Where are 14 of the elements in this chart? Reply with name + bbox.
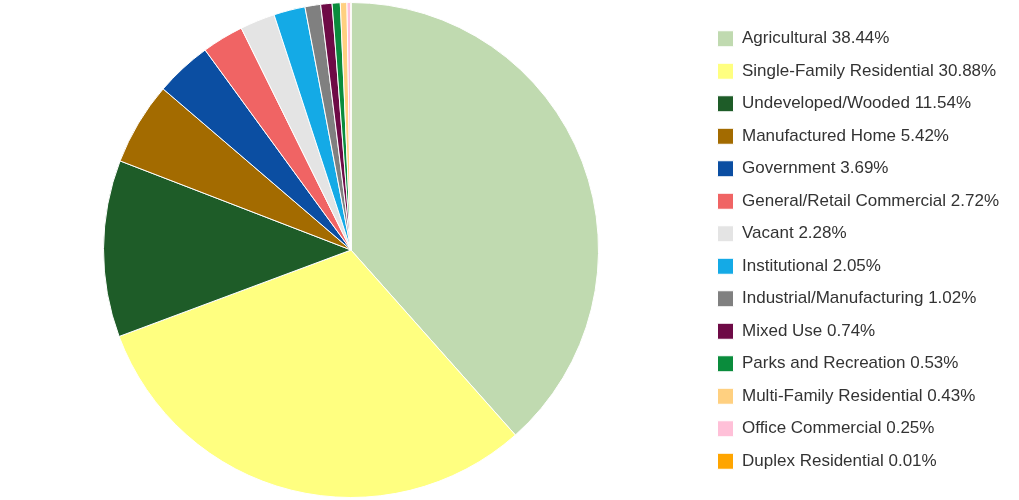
- legend-label: Agricultural 38.44%: [742, 28, 890, 48]
- legend-label: General/Retail Commercial 2.72%: [742, 190, 1000, 210]
- legend-label: Office Commercial 0.25%: [742, 418, 935, 438]
- legend-label: Multi-Family Residential 0.43%: [742, 385, 976, 405]
- legend-label: Institutional 2.05%: [742, 255, 881, 275]
- legend-label: Undeveloped/Wooded 11.54%: [742, 93, 972, 113]
- legend-label: Single-Family Residential 30.88%: [742, 60, 997, 80]
- legend-label: Manufactured Home 5.42%: [742, 125, 949, 145]
- legend-label: Mixed Use 0.74%: [742, 320, 876, 340]
- legend-label: Parks and Recreation 0.53%: [742, 353, 959, 373]
- legend-label: Duplex Residential 0.01%: [742, 450, 937, 470]
- legend-label: Vacant 2.28%: [742, 223, 847, 243]
- legend-label: Industrial/Manufacturing 1.02%: [742, 288, 977, 308]
- legend-label: Government 3.69%: [742, 158, 889, 178]
